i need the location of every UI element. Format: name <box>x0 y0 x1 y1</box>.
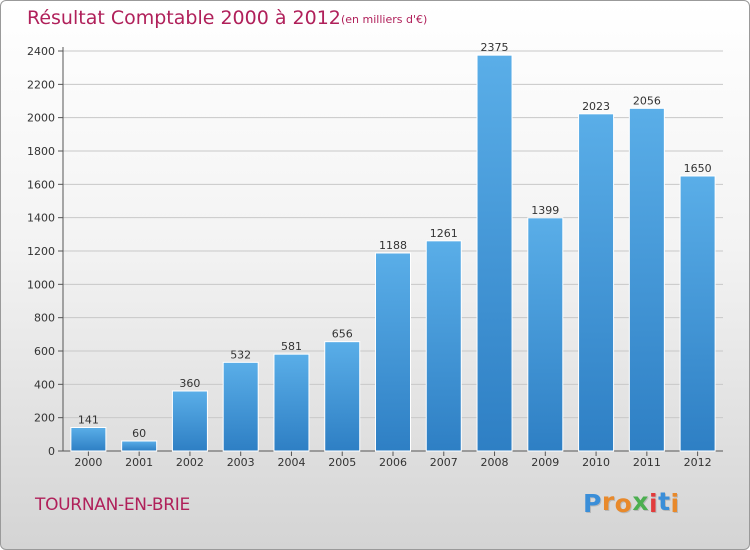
bar-2002 <box>171 390 208 452</box>
x-tick-label-2009: 2009 <box>531 456 559 469</box>
brand-letter: r <box>601 487 615 516</box>
x-tick-label-2006: 2006 <box>379 456 407 469</box>
y-tick-label: 1600 <box>27 178 55 191</box>
x-tick-label-2007: 2007 <box>430 456 458 469</box>
bar-2007 <box>425 240 462 452</box>
bar-2010 <box>578 113 615 452</box>
data-label-2000: 141 <box>78 414 99 427</box>
bar-2001 <box>121 440 158 452</box>
y-tick-label: 1800 <box>27 145 55 158</box>
chart-title: Résultat Comptable 2000 à 2012 <box>27 7 341 29</box>
x-tick-label-2004: 2004 <box>277 456 305 469</box>
y-tick-label: 1400 <box>27 212 55 225</box>
y-tick-label: 2200 <box>27 78 55 91</box>
x-tick-label-2012: 2012 <box>684 456 712 469</box>
data-label-2001: 60 <box>132 427 146 440</box>
x-tick-label-2000: 2000 <box>74 456 102 469</box>
brand-letter: P <box>583 489 602 518</box>
data-label-2003: 532 <box>230 348 251 361</box>
bar-2003 <box>222 361 259 452</box>
bar-2006 <box>375 252 411 452</box>
x-tick-label-2008: 2008 <box>481 456 509 469</box>
chart-subtitle: (en milliers d'€) <box>341 13 428 26</box>
bar-2008 <box>476 54 513 452</box>
data-label-2008: 2375 <box>481 41 509 54</box>
brand-letter: i <box>670 489 680 518</box>
y-tick-label: 400 <box>34 378 55 391</box>
bar-2004 <box>273 353 310 452</box>
y-tick-label: 1200 <box>27 245 55 258</box>
y-tick-label: 0 <box>48 445 55 458</box>
y-tick-label: 600 <box>34 345 55 358</box>
data-label-2007: 1261 <box>430 227 458 240</box>
brand-letter: t <box>658 487 671 516</box>
y-tick-label: 200 <box>34 412 55 425</box>
data-label-2012: 1650 <box>684 162 712 175</box>
y-tick-label: 2000 <box>27 112 55 125</box>
data-label-2004: 581 <box>281 340 302 353</box>
bar-2005 <box>324 341 361 452</box>
x-tick-label-2011: 2011 <box>633 456 661 469</box>
x-tick-label-2005: 2005 <box>328 456 356 469</box>
proxiti-logo: Proxiti <box>583 487 680 518</box>
y-tick-label: 1000 <box>27 278 55 291</box>
x-tick-label-2001: 2001 <box>125 456 153 469</box>
bar-2012 <box>679 175 716 452</box>
x-tick-label-2003: 2003 <box>227 456 255 469</box>
brand-letter: o <box>614 489 633 518</box>
data-label-2010: 2023 <box>582 100 610 113</box>
data-label-2006: 1188 <box>379 239 407 252</box>
bars <box>70 54 716 452</box>
bar-2009 <box>527 217 564 452</box>
x-tick-label-2002: 2002 <box>176 456 204 469</box>
data-label-2011: 2056 <box>633 94 661 107</box>
commune-name: TOURNAN-EN-BRIE <box>35 495 190 515</box>
y-tick-label: 2400 <box>27 45 55 58</box>
labels: 0 200 400 600 800 1000 1200 1400 1600 1800 2000 220… <box>27 41 712 469</box>
x-tick-label-2010: 2010 <box>582 456 610 469</box>
bar-2011 <box>628 107 665 452</box>
data-label-2002: 360 <box>179 377 200 390</box>
data-label-2009: 1399 <box>531 204 559 217</box>
y-tick-label: 800 <box>34 312 55 325</box>
data-label-2005: 656 <box>332 328 353 341</box>
brand-letter: i <box>649 489 659 518</box>
brand-letter: x <box>632 487 649 516</box>
bar-2000 <box>70 427 107 452</box>
